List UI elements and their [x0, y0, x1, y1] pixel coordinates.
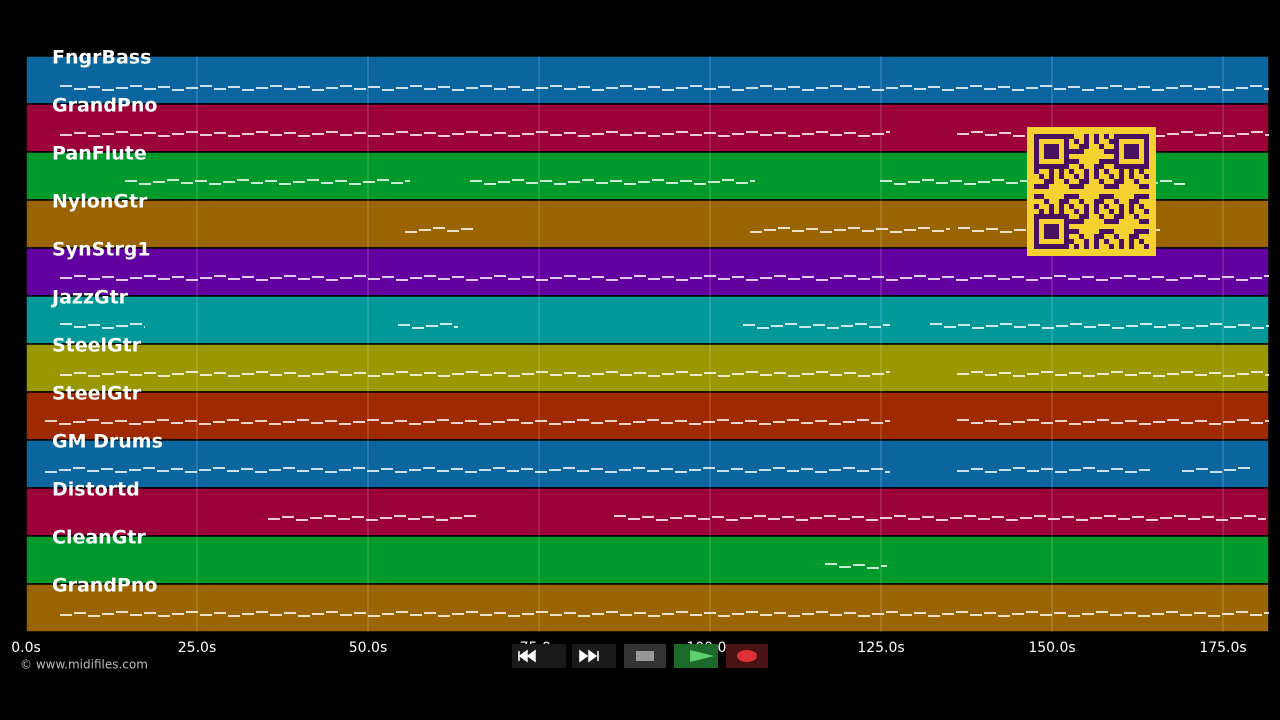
track-lane	[25, 535, 1270, 585]
note-strip	[60, 131, 890, 137]
note-strip	[398, 323, 458, 329]
note-strip	[45, 419, 890, 425]
rewind-icon	[518, 649, 536, 663]
transport	[512, 644, 768, 668]
note-strip	[957, 467, 1150, 473]
track-name: SynStrg1	[52, 239, 151, 261]
track-lane	[25, 583, 1270, 633]
track-lane	[25, 343, 1270, 393]
track-lane	[25, 487, 1270, 537]
track-name: GrandPno	[52, 575, 157, 597]
note-strip	[45, 467, 890, 473]
note-strip	[470, 179, 755, 185]
track-name: JazzGtr	[50, 287, 129, 309]
note-strip	[60, 275, 1269, 281]
note-strip	[825, 563, 887, 569]
note-strip	[1182, 467, 1250, 473]
note-strip	[125, 179, 410, 185]
track-name: GM Drums	[52, 431, 163, 453]
track-name: Distortd	[52, 479, 140, 501]
forward-icon	[579, 649, 599, 663]
qr-code	[1027, 127, 1156, 256]
note-strip	[743, 323, 890, 329]
stop-icon	[636, 651, 654, 661]
record-icon	[737, 650, 757, 662]
note-strip	[60, 371, 890, 377]
track-name: NylonGtr	[52, 191, 148, 213]
track-lane	[25, 55, 1270, 105]
note-strip	[957, 371, 1269, 377]
track-name: PanFlute	[52, 143, 147, 165]
play-icon	[690, 650, 714, 662]
note-strip	[60, 611, 1269, 617]
time-tick-label: 175.0s	[1199, 640, 1246, 656]
note-strip	[614, 515, 1266, 521]
track-name: SteelGtr	[52, 335, 142, 357]
time-tick-label: 25.0s	[178, 640, 216, 656]
track-name: CleanGtr	[52, 527, 146, 549]
time-tick-label: 125.0s	[857, 640, 904, 656]
note-strip	[405, 227, 473, 233]
note-strip	[930, 323, 1269, 329]
qr-modules	[1034, 134, 1149, 249]
time-tick-label: 150.0s	[1028, 640, 1075, 656]
time-tick-label: 0.0s	[11, 640, 41, 656]
note-strip	[268, 515, 476, 521]
track-name: GrandPno	[52, 95, 157, 117]
note-strip	[957, 419, 1269, 425]
track-name: SteelGtr	[52, 383, 142, 405]
note-strip	[60, 323, 145, 329]
track-lane	[25, 295, 1270, 345]
note-strip	[60, 85, 1269, 91]
time-tick-label: 50.0s	[349, 640, 387, 656]
track-name: FngrBass	[52, 47, 151, 69]
track-lane	[25, 439, 1270, 489]
note-strip	[750, 227, 950, 233]
track-lane	[25, 391, 1270, 441]
credit: © www.midifiles.com	[20, 658, 148, 672]
